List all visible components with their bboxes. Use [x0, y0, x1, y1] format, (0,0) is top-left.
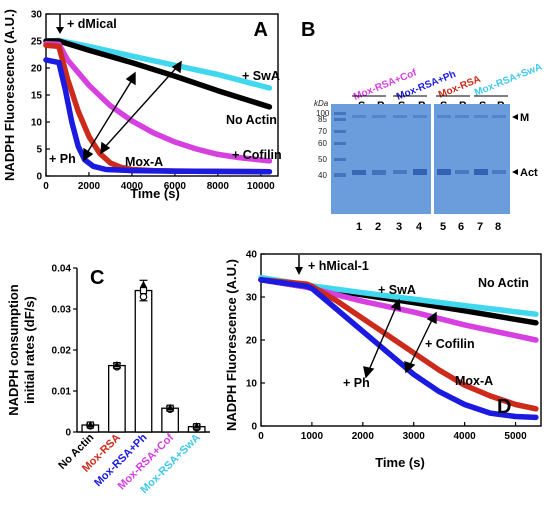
panel-a-dmical-arrowhead: [56, 27, 64, 34]
panel-c-ytick-label: 0.03: [52, 305, 72, 316]
panel-c-point: [139, 286, 148, 295]
panel-b-gel: B Mox-RSA+Cof Mox-RSA+Ph Mox-RSA Mox-RSA…: [301, 19, 544, 233]
panel-c-bar-chart: 0 0.01 0.02 0.03 0.04 C NADPH consumption in…: [6, 264, 210, 496]
panel-b-kda-label: kDa: [314, 99, 329, 108]
panel-b-lane-6: 6: [458, 221, 464, 233]
panel-a-line-chart: 0 2000 4000 6000 8000 10000 0 5 10 15 20 25 30 Time …: [2, 9, 282, 201]
panel-b-gel-divider: [431, 104, 434, 214]
panel-a-xtick-label: 0: [43, 181, 49, 192]
panel-b-lane-7: 7: [477, 221, 483, 233]
panel-b-group-label-4: Mox-RSA+SwA: [473, 62, 544, 99]
panel-b-lane-5: 5: [440, 221, 446, 233]
panel-b-m-bands: [352, 115, 506, 118]
panel-d-xlabel: Time (s): [375, 455, 425, 470]
panel-d-xtick-label: 5000: [504, 431, 527, 442]
panel-d-arrows: [363, 298, 437, 379]
panel-b-lane-2: 2: [375, 221, 381, 233]
panel-b-marker-70: 70: [318, 127, 327, 136]
panel-d-ytick-label: 20: [246, 336, 258, 347]
panel-b-letter: B: [301, 19, 315, 41]
panel-b-lane-3: 3: [396, 221, 402, 233]
panel-d-ytick-label: 10: [246, 379, 258, 390]
panel-b-gel-right: [434, 104, 510, 214]
panel-a-ann-noactin: No Actin: [226, 113, 277, 127]
panel-a-ann-cofilin: + Cofilin: [232, 148, 282, 162]
panel-c-ylabel-line1: NADPH consumption: [6, 284, 21, 416]
panel-c-ytick-label: 0.04: [52, 264, 72, 275]
panel-b-marker-85: 85: [318, 115, 327, 124]
panel-d-xtick-label: 4000: [454, 431, 477, 442]
panel-b-lane-8: 8: [495, 221, 501, 233]
panel-c-point: [86, 420, 94, 428]
panel-a-ytick-label: 0: [36, 172, 42, 183]
panel-c-bar: [134, 289, 153, 433]
panel-d-ann-swa: + SwA: [378, 283, 416, 297]
panel-b-act-bands: [352, 169, 506, 175]
panel-c-ytick-label: 0: [65, 428, 71, 439]
panel-d-letter: D: [497, 396, 511, 418]
panel-b-act-label: Act: [520, 167, 538, 179]
panel-d-ytick-label: 0: [251, 422, 257, 433]
panel-a-ann-ph: + Ph: [49, 152, 76, 166]
panel-a-ylabel: NADPH Fluorescence (A.U.): [2, 9, 17, 181]
panel-c-ytick-label: 0.02: [52, 346, 72, 357]
panel-c-point: [139, 292, 148, 301]
panel-a-series-no-actin: [43, 38, 273, 110]
panel-a-xtick-label: 2000: [78, 181, 101, 192]
panel-c-letter: C: [90, 267, 104, 289]
panel-d-xtick-label: 2000: [352, 431, 375, 442]
panel-d-ann-cofilin: + Cofilin: [425, 337, 475, 351]
panel-c-bar: [108, 364, 126, 433]
panel-a-xlabel: Time (s): [130, 186, 180, 201]
panel-b-marker-40: 40: [318, 171, 327, 180]
panel-b-gel-left: [331, 104, 431, 214]
panel-a-ytick-label: 10: [31, 118, 43, 129]
panel-b-ladder: [334, 112, 346, 177]
panel-d-hmical-arrowhead: [295, 267, 303, 275]
panel-a-letter: A: [254, 19, 268, 41]
panel-b-lane-4: 4: [416, 221, 423, 233]
panel-d-ytick-label: 40: [246, 250, 258, 261]
panel-c-ylabel-line2: initial rates (dF/s): [22, 296, 37, 404]
panel-c-point: [193, 422, 201, 429]
panel-a-ytick-label: 25: [31, 37, 43, 48]
panel-a-ann-moxa: Mox-A: [125, 155, 163, 169]
panel-c-point: [140, 280, 147, 288]
panel-a-xtick-label: 10000: [247, 181, 275, 192]
panel-d-ann-hmical: + hMical-1: [308, 259, 369, 273]
panel-a-ytick-label: 15: [31, 91, 43, 102]
panel-d-ann-ph: + Ph: [343, 376, 370, 390]
panel-b-lane-1: 1: [356, 221, 362, 233]
panel-b-marker-60: 60: [318, 139, 327, 148]
panel-b-marker-100: 100: [316, 109, 330, 118]
panel-d-series-ph: [258, 277, 539, 421]
panel-c-point: [113, 360, 121, 368]
panel-a-series-cofilin: [43, 40, 273, 164]
panel-b-m-label: M: [520, 112, 529, 124]
panel-a-ann-swa: + SwA: [242, 69, 280, 83]
panel-c-ytick-label: 0.01: [52, 387, 72, 398]
panel-d-ann-noactin: No Actin: [478, 276, 529, 290]
panel-c-point: [166, 403, 174, 411]
panel-b-m-arrow: [512, 114, 518, 120]
panel-a-ann-dmical: + dMical: [67, 17, 117, 31]
panel-a-ytick-label: 20: [31, 64, 43, 75]
panel-a-ytick-label: 5: [36, 145, 42, 156]
panel-a-xtick-label: 4000: [121, 181, 144, 192]
panel-d-xtick-label: 0: [258, 431, 264, 442]
panel-d-ylabel: NADPH Fluorescence (A.U.): [224, 259, 239, 431]
panel-a-arrows: [83, 60, 182, 162]
panel-d-ytick-label: 30: [246, 293, 258, 304]
panel-b-act-arrow: [512, 169, 518, 175]
panel-d-ann-moxa: Mox-A: [455, 374, 493, 388]
panel-a-xtick-label: 8000: [207, 181, 230, 192]
panel-a-ytick-label: 30: [31, 10, 43, 21]
panel-a-xtick-label: 6000: [164, 181, 187, 192]
panel-d-xtick-label: 3000: [403, 431, 426, 442]
panel-d-xtick-label: 1000: [301, 431, 324, 442]
panel-b-marker-50: 50: [318, 155, 327, 164]
